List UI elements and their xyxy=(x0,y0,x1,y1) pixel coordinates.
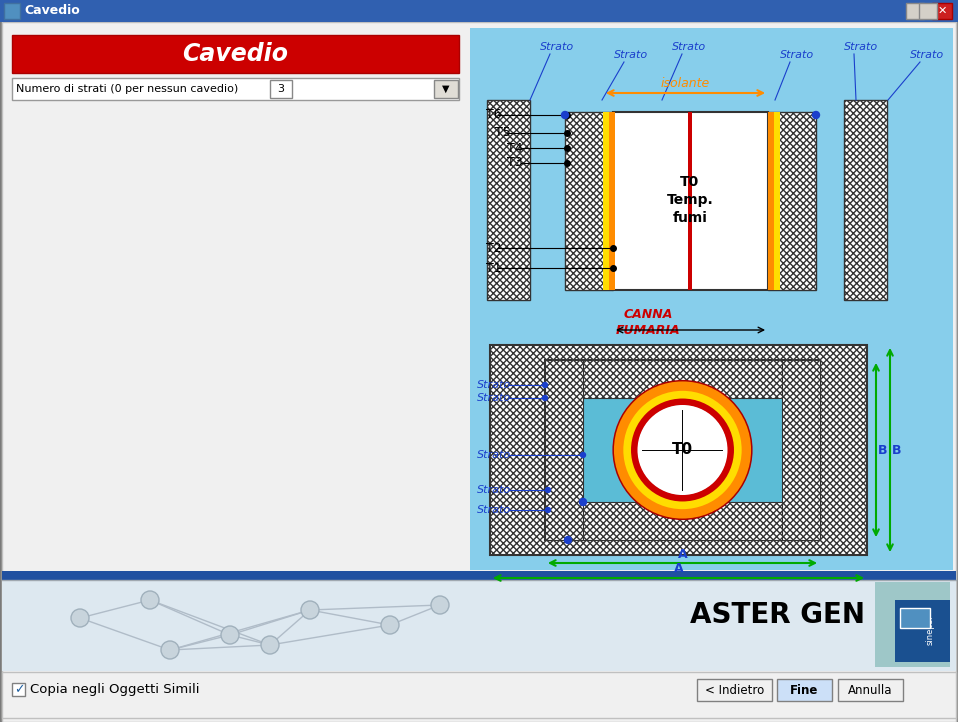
Text: Fine: Fine xyxy=(790,684,819,697)
Bar xyxy=(919,3,937,19)
Bar xyxy=(545,360,583,540)
Circle shape xyxy=(381,616,399,634)
Bar xyxy=(2,581,956,671)
Bar xyxy=(613,112,768,290)
Circle shape xyxy=(561,111,568,118)
Text: T6: T6 xyxy=(486,108,502,121)
Text: Cavedio: Cavedio xyxy=(24,4,80,17)
Text: ✓: ✓ xyxy=(14,684,25,697)
Bar xyxy=(609,112,615,290)
Circle shape xyxy=(564,536,572,544)
Text: T5: T5 xyxy=(495,126,511,139)
Bar xyxy=(434,80,458,98)
Bar xyxy=(545,502,820,540)
Text: Strato: Strato xyxy=(540,42,574,52)
Text: Strato: Strato xyxy=(477,380,512,390)
Circle shape xyxy=(580,498,586,505)
Bar xyxy=(777,679,832,701)
Text: Copia negli Oggetti Simili: Copia negli Oggetti Simili xyxy=(30,684,199,697)
Circle shape xyxy=(637,405,727,495)
Text: isolante: isolante xyxy=(661,77,710,90)
Circle shape xyxy=(301,601,319,619)
Text: Cavedio: Cavedio xyxy=(182,42,288,66)
Bar xyxy=(12,35,459,73)
Bar xyxy=(0,0,958,22)
Bar xyxy=(844,100,887,300)
Text: Strato: Strato xyxy=(672,42,706,52)
Text: Strato: Strato xyxy=(780,50,814,60)
Bar xyxy=(4,3,20,19)
Circle shape xyxy=(261,636,279,654)
Text: T0: T0 xyxy=(672,443,693,458)
Bar xyxy=(603,112,609,290)
Circle shape xyxy=(545,508,551,513)
Text: A: A xyxy=(673,562,683,575)
Bar xyxy=(895,600,950,662)
Bar xyxy=(565,112,613,290)
Circle shape xyxy=(542,383,548,388)
Text: Strato: Strato xyxy=(477,450,512,460)
Bar xyxy=(900,608,930,628)
Circle shape xyxy=(141,591,159,609)
Text: < Indietro: < Indietro xyxy=(705,684,764,697)
Text: 3: 3 xyxy=(278,84,285,94)
Bar xyxy=(487,100,530,300)
Text: ✕: ✕ xyxy=(937,6,947,16)
Circle shape xyxy=(71,609,89,627)
Text: CANNA
FUMARIA: CANNA FUMARIA xyxy=(616,308,680,337)
Circle shape xyxy=(545,487,551,492)
Text: T4: T4 xyxy=(507,142,523,155)
Text: A: A xyxy=(677,548,687,561)
Bar xyxy=(768,112,774,290)
Bar xyxy=(697,679,772,701)
Bar xyxy=(782,360,820,540)
Text: Strato: Strato xyxy=(477,485,512,495)
Bar xyxy=(470,28,953,570)
Text: T0
Temp.
fumi: T0 Temp. fumi xyxy=(667,175,714,225)
Bar xyxy=(12,78,459,100)
Text: sinepsi: sinepsi xyxy=(925,615,934,645)
Circle shape xyxy=(542,396,548,401)
Text: Annulla: Annulla xyxy=(848,684,893,697)
Bar xyxy=(2,672,956,718)
Bar xyxy=(545,360,820,398)
Bar xyxy=(270,80,292,98)
Bar xyxy=(768,112,816,290)
Bar xyxy=(2,571,956,581)
Text: B: B xyxy=(892,443,901,456)
Circle shape xyxy=(221,626,239,644)
Bar xyxy=(932,3,952,19)
Bar xyxy=(875,582,950,667)
Text: Strato: Strato xyxy=(844,42,878,52)
Bar xyxy=(906,3,924,19)
Circle shape xyxy=(581,453,585,458)
Text: ▼: ▼ xyxy=(443,84,449,94)
Text: ASTER GEN: ASTER GEN xyxy=(691,601,865,629)
Text: Strato: Strato xyxy=(614,50,649,60)
Bar xyxy=(838,679,903,701)
Bar xyxy=(545,360,820,540)
Text: B: B xyxy=(878,443,887,456)
Bar xyxy=(490,345,867,555)
Bar xyxy=(774,112,780,290)
Circle shape xyxy=(161,641,179,659)
Bar xyxy=(688,112,692,290)
Text: T3: T3 xyxy=(507,157,523,170)
Text: Numero di strati (0 per nessun cavedio): Numero di strati (0 per nessun cavedio) xyxy=(16,84,239,94)
Text: Strato: Strato xyxy=(477,505,512,515)
Circle shape xyxy=(431,596,449,614)
Text: Strato: Strato xyxy=(477,393,512,403)
Bar xyxy=(12,683,25,696)
Text: Strato: Strato xyxy=(910,50,945,60)
Circle shape xyxy=(812,111,819,118)
Text: T1: T1 xyxy=(486,261,502,274)
Text: T2: T2 xyxy=(486,241,502,254)
